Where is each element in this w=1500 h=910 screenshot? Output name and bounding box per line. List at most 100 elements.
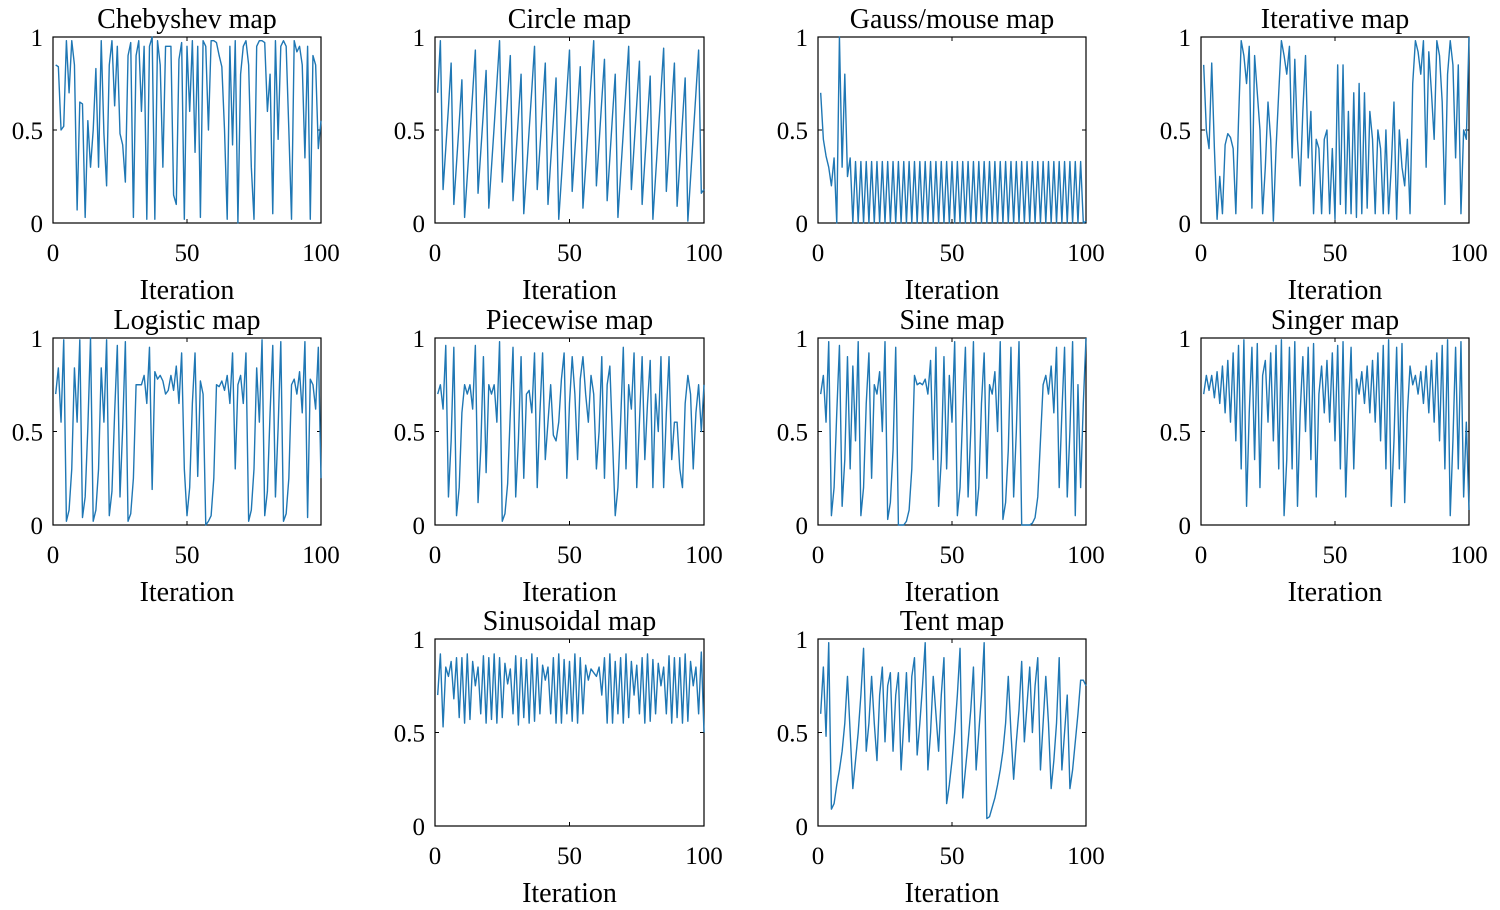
data-line (819, 337, 1087, 526)
data-line (1202, 36, 1470, 222)
x-tick-label: 0 (812, 240, 825, 267)
data-line (819, 642, 1087, 820)
chart-panel-3: 0 50 100 0 0.5 1 Gauss/mouse map Iteration (777, 4, 1105, 306)
y-tick-label: 1 (796, 25, 809, 52)
x-tick-label: 50 (940, 240, 965, 267)
x-tick-label: 100 (1450, 240, 1488, 267)
y-tick-label: 0 (413, 814, 426, 841)
y-tick-label: 1 (1179, 25, 1192, 52)
x-tick-label: 100 (302, 542, 340, 569)
chart-panel-6: 0 50 100 0 0.5 1 Piecewise map Iteration (394, 305, 723, 608)
chart-title: Iterative map (1261, 4, 1409, 35)
data-line (436, 40, 705, 222)
data-line (436, 651, 705, 733)
y-tick-label: 0.5 (12, 118, 43, 145)
y-tick-label: 0 (1179, 513, 1192, 540)
y-tick-label: 1 (31, 25, 44, 52)
y-tick-label: 1 (31, 326, 44, 353)
x-tick-label: 0 (1195, 240, 1208, 267)
chart-title: Logistic map (114, 305, 261, 336)
x-tick-label: 0 (812, 843, 825, 870)
x-tick-label: 0 (429, 542, 442, 569)
chart-title: Tent map (900, 606, 1005, 637)
y-tick-label: 1 (796, 326, 809, 353)
x-axis-label: Iteration (140, 577, 235, 608)
y-tick-label: 0.5 (777, 420, 808, 447)
x-axis-label: Iteration (140, 275, 235, 306)
x-tick-label: 0 (812, 542, 825, 569)
x-tick-label: 50 (557, 542, 582, 569)
y-tick-label: 0 (796, 513, 809, 540)
x-tick-label: 100 (685, 240, 723, 267)
chart-panel-2: 0 50 100 0 0.5 1 Circle map Iteration (394, 4, 723, 306)
x-tick-label: 50 (557, 240, 582, 267)
y-tick-label: 0 (1179, 211, 1192, 238)
y-tick-label: 0.5 (777, 721, 808, 748)
y-tick-label: 0 (31, 211, 44, 238)
y-tick-label: 0.5 (1160, 420, 1191, 447)
x-tick-label: 0 (1195, 542, 1208, 569)
chart-panel-7: 0 50 100 0 0.5 1 Sine map Iteration (777, 305, 1105, 608)
x-axis-label: Iteration (522, 878, 617, 909)
x-tick-label: 50 (1323, 542, 1348, 569)
x-tick-label: 0 (429, 240, 442, 267)
x-tick-label: 100 (302, 240, 340, 267)
chart-title: Chebyshev map (97, 4, 277, 35)
y-tick-label: 0 (413, 513, 426, 540)
chart-panel-9: 0 50 100 0 0.5 1 Sinusoidal map Iteration (394, 606, 723, 909)
data-line (54, 337, 322, 526)
x-tick-label: 100 (1067, 240, 1105, 267)
x-tick-label: 50 (557, 843, 582, 870)
y-tick-label: 0 (796, 211, 809, 238)
x-tick-label: 50 (175, 542, 200, 569)
y-tick-label: 1 (413, 25, 426, 52)
data-line (1202, 339, 1470, 517)
x-axis-label: Iteration (905, 275, 1000, 306)
x-tick-label: 0 (429, 843, 442, 870)
x-axis-label: Iteration (905, 878, 1000, 909)
x-tick-label: 100 (1067, 843, 1105, 870)
y-tick-label: 0.5 (1160, 118, 1191, 145)
y-tick-label: 1 (413, 627, 426, 654)
x-tick-label: 0 (47, 542, 60, 569)
chart-title: Singer map (1271, 305, 1399, 336)
x-tick-label: 100 (685, 542, 723, 569)
chart-title: Circle map (508, 4, 632, 35)
x-tick-label: 100 (1450, 542, 1488, 569)
y-tick-label: 0 (31, 513, 44, 540)
x-tick-label: 100 (1067, 542, 1105, 569)
y-tick-label: 0.5 (394, 118, 425, 145)
chart-title: Sinusoidal map (483, 606, 656, 637)
x-axis-label: Iteration (1288, 275, 1383, 306)
chart-panel-1: 0 50 100 0 0.5 1 Chebyshev map Iteration (12, 4, 340, 306)
x-axis-label: Iteration (1288, 577, 1383, 608)
chart-title: Piecewise map (486, 305, 653, 336)
x-tick-label: 50 (940, 542, 965, 569)
chart-panel-10: 0 50 100 0 0.5 1 Tent map Iteration (777, 606, 1105, 909)
data-line (819, 36, 1087, 224)
x-axis-label: Iteration (522, 275, 617, 306)
x-axis-label: Iteration (905, 577, 1000, 608)
axes-frame (817, 36, 1087, 224)
y-tick-label: 0.5 (394, 721, 425, 748)
chart-panel-8: 0 50 100 0 0.5 1 Singer map Iteration (1160, 305, 1488, 608)
x-tick-label: 50 (1323, 240, 1348, 267)
x-axis-label: Iteration (522, 577, 617, 608)
y-tick-label: 1 (1179, 326, 1192, 353)
y-tick-label: 1 (796, 627, 809, 654)
chart-panel-4: 0 50 100 0 0.5 1 Iterative map Iteration (1160, 4, 1488, 306)
y-tick-label: 0.5 (12, 420, 43, 447)
y-tick-label: 0.5 (394, 420, 425, 447)
x-tick-label: 100 (685, 843, 723, 870)
chart-panel-5: 0 50 100 0 0.5 1 Logistic map Iteration (12, 305, 340, 608)
y-tick-label: 0 (796, 814, 809, 841)
x-tick-label: 0 (47, 240, 60, 267)
y-tick-label: 1 (413, 326, 426, 353)
x-tick-label: 50 (940, 843, 965, 870)
data-line (55, 36, 322, 224)
chart-title: Gauss/mouse map (850, 4, 1055, 35)
chart-title: Sine map (900, 305, 1005, 336)
y-tick-label: 0 (413, 211, 426, 238)
x-tick-label: 50 (175, 240, 200, 267)
